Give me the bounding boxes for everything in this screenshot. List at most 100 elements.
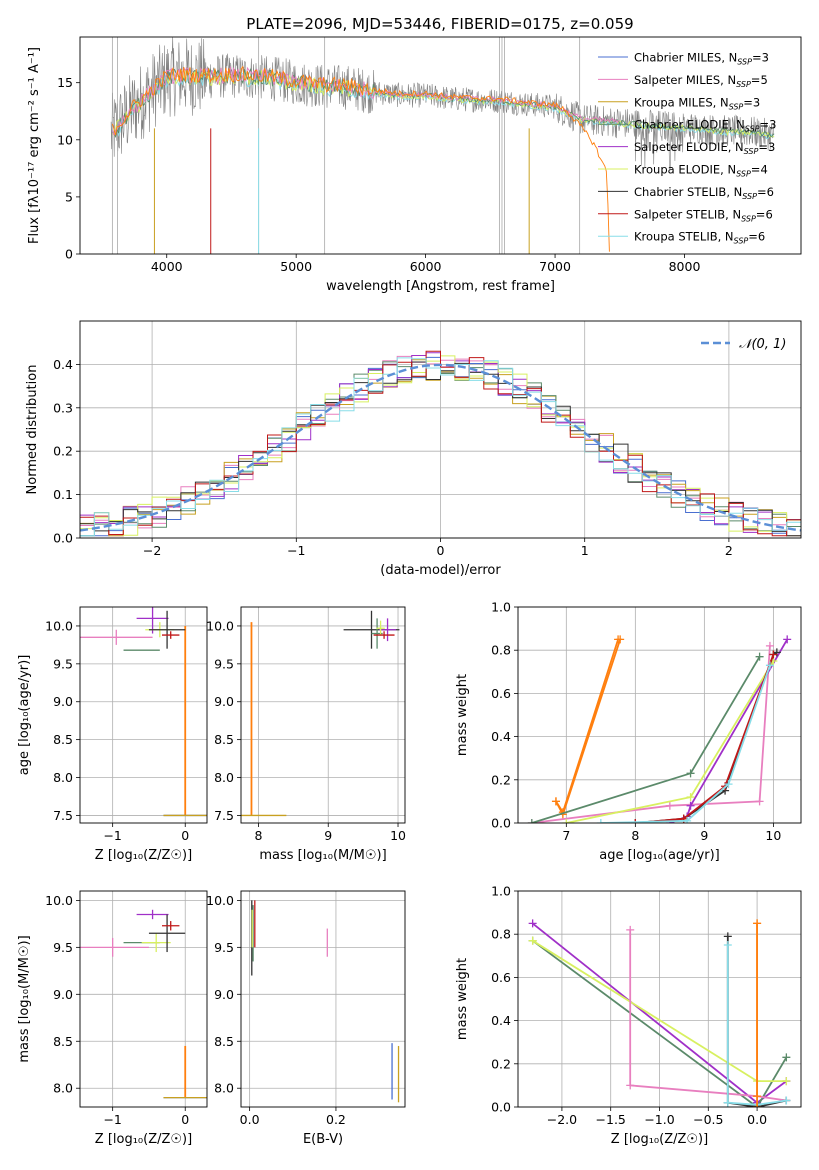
y-axis-label: mass weight <box>455 958 470 1040</box>
x-axis-label: Z [log₁₀(Z/Z☉)] <box>95 848 192 863</box>
mass-weight-line <box>531 645 771 823</box>
legend-model-name: Kroupa MILES <box>634 95 713 109</box>
legend-equals: = <box>743 95 753 109</box>
legend-model-name: Kroupa STELIB <box>634 230 718 244</box>
y-tick-label: 1.0 <box>491 600 511 615</box>
x-tick-label: 10 <box>390 828 406 843</box>
y-tick-label: 9.5 <box>53 940 73 955</box>
y-tick-label: 9.0 <box>214 987 234 1002</box>
y-tick-label: 0 <box>65 247 73 262</box>
x-tick-label: 0 <box>181 1112 189 1127</box>
plus-marker <box>753 919 762 928</box>
legend-model-name: Chabrier MILES <box>634 51 721 65</box>
legend-nssp-prefix: , N <box>728 140 744 154</box>
y-tick-label: 0.2 <box>491 772 511 787</box>
residual-histogram-step <box>80 357 801 537</box>
x-tick-label: 7000 <box>539 259 571 274</box>
legend-model-name: Salpeter ELODIE <box>634 140 728 154</box>
x-tick-label: 4000 <box>151 259 183 274</box>
y-tick-label: 10.0 <box>206 893 234 908</box>
y-tick-label: 9.0 <box>53 694 73 709</box>
x-axis-label: age [log₁₀(age/yr)] <box>599 848 720 863</box>
residual-histogram-step <box>80 350 801 537</box>
x-tick-label: 5000 <box>280 259 312 274</box>
y-tick-label: 1.0 <box>491 884 511 899</box>
x-tick-label: −1 <box>103 828 121 843</box>
y-tick-label: 0.0 <box>491 816 511 831</box>
mass-weight-line <box>635 651 778 823</box>
x-tick-label: −1.5 <box>596 1112 626 1127</box>
x-tick-label: −2 <box>143 543 161 558</box>
plus-marker <box>755 797 764 806</box>
y-tick-label: 0.4 <box>53 357 73 372</box>
plus-marker <box>551 797 560 806</box>
legend-nssp-sub: SSP <box>741 214 756 223</box>
plot-area-3 <box>241 610 400 817</box>
y-axis-label: Normed distribution <box>25 365 40 495</box>
chart-panel-2: −1 0 7.5 8.0 8.5 9.0 9.5 10.0 Z [log₁₀(Z/Z☉)] age… <box>17 606 208 863</box>
x-tick-label: 9 <box>324 828 332 843</box>
y-tick-label: 10.0 <box>45 893 73 908</box>
legend-nssp-prefix: , N <box>725 207 741 221</box>
legend-model-name: Salpeter MILES <box>634 73 720 87</box>
y-tick-label: 9.5 <box>53 656 73 671</box>
legend-nssp-sub: SSP <box>729 102 744 111</box>
plus-marker <box>686 769 695 778</box>
x-axis-label: wavelength [Angstrom, rest frame] <box>326 279 555 294</box>
plus-marker <box>782 1096 791 1105</box>
y-tick-label: 8.0 <box>214 770 234 785</box>
axes-frame <box>517 890 802 1108</box>
x-tick-label: 0 <box>437 543 445 558</box>
y-tick-label: 0.0 <box>491 1100 511 1115</box>
legend-label: Chabrier MILES, NSSP=3 <box>634 51 769 67</box>
legend-label: Kroupa ELODIE, NSSP=4 <box>634 163 768 179</box>
x-tick-label: −2.0 <box>547 1112 577 1127</box>
plus-marker <box>562 819 571 823</box>
y-tick-label: 0.2 <box>53 444 73 459</box>
legend-label: Salpeter MILES, NSSP=5 <box>634 73 768 89</box>
legend-model-name: Chabrier STELIB <box>634 185 726 199</box>
legend-equals: = <box>752 51 762 65</box>
y-tick-label: 0.2 <box>491 1056 511 1071</box>
legend-nssp-value: 3 <box>753 95 760 109</box>
plot-area-5 <box>80 909 207 1099</box>
x-tick-label: −1.0 <box>644 1112 674 1127</box>
y-tick-label: 0.3 <box>53 400 73 415</box>
y-axis-label: mass [log₁₀(M/M☉)] <box>17 935 32 1062</box>
axes-frame <box>240 890 406 1108</box>
x-axis-label: mass [log₁₀(M/M☉)] <box>259 848 386 863</box>
plus-marker <box>683 816 692 823</box>
y-axis-label: age [log₁₀(age/yr)] <box>17 655 32 776</box>
y-axis-label: Flux [fλ10⁻¹⁷ erg cm⁻² s⁻¹ A⁻¹] <box>27 47 42 244</box>
legend-equals: = <box>751 73 761 87</box>
x-tick-label: 10 <box>765 828 781 843</box>
legend-nssp-prefix: , N <box>721 51 737 65</box>
figure-title: PLATE=2096, MJD=53446, FIBERID=0175, z=0… <box>246 15 633 33</box>
legend-equals: = <box>756 207 766 221</box>
y-tick-label: 10 <box>57 132 73 147</box>
y-tick-label: 9.0 <box>53 987 73 1002</box>
legend-nssp-value: 6 <box>767 185 774 199</box>
chart-panel-6: 0.0 0.2 8.0 8.5 9.0 9.5 10.0 E(B-V) <box>206 890 406 1147</box>
x-tick-label: 2 <box>725 543 733 558</box>
y-tick-label: 10.0 <box>45 618 73 633</box>
legend-equals: = <box>751 163 761 177</box>
legend-nssp-prefix: , N <box>729 118 745 132</box>
y-tick-label: 8.5 <box>214 1034 234 1049</box>
plus-marker <box>723 941 732 949</box>
plus-marker <box>769 650 778 659</box>
legend-label: Kroupa MILES, NSSP=3 <box>634 95 760 111</box>
plus-marker <box>626 925 635 934</box>
legend-nssp-prefix: , N <box>720 73 736 87</box>
y-tick-label: 15 <box>57 75 73 90</box>
plot-area-6 <box>251 900 400 1103</box>
axes-frame <box>517 606 802 824</box>
mass-weight-line <box>629 929 787 1102</box>
legend-nssp-value: 6 <box>758 230 765 244</box>
mass-weight-line <box>555 639 619 815</box>
plus-marker <box>782 1077 791 1086</box>
x-axis-label: E(B-V) <box>303 1132 343 1147</box>
plus-marker <box>723 932 732 941</box>
legend-label: Kroupa STELIB, NSSP=6 <box>634 230 765 246</box>
x-tick-label: −0.5 <box>693 1112 723 1127</box>
